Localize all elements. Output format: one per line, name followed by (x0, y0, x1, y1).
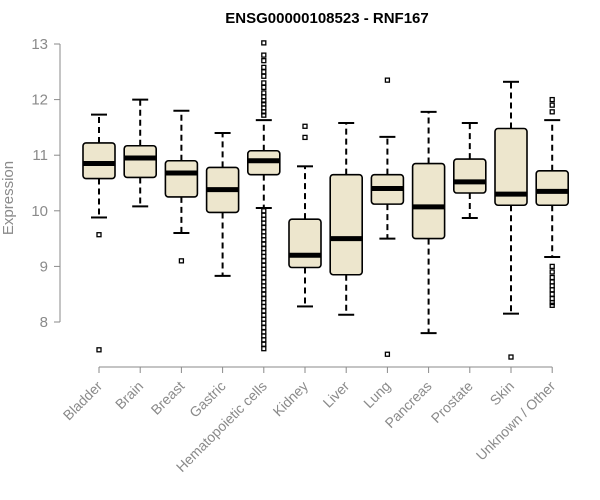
x-tick-label: Lung (360, 378, 393, 411)
box-group (123, 98, 157, 208)
x-tick-label: Liver (320, 378, 353, 411)
iqr-box (494, 127, 528, 207)
y-tick-label: 13 (31, 36, 48, 53)
iqr-box (535, 169, 570, 207)
y-tick-label: 10 (31, 203, 48, 220)
box-group (535, 96, 570, 308)
iqr-box (452, 158, 487, 194)
outlier-point (261, 241, 267, 247)
box-group (452, 121, 487, 220)
box-group (82, 113, 116, 353)
iqr-box (329, 173, 364, 276)
outlier-point (261, 220, 267, 226)
iqr-box (82, 142, 116, 180)
y-tick-label: 8 (40, 314, 48, 331)
outlier-point (96, 347, 102, 353)
x-tick-label: Breast (148, 378, 188, 418)
outlier-point (261, 287, 267, 293)
outlier-point (261, 40, 267, 46)
outlier-point (261, 109, 267, 115)
plot-area (82, 40, 570, 360)
y-axis-label: Expression (0, 161, 17, 235)
outlier-point (549, 274, 555, 281)
outlier-point (261, 308, 267, 314)
outlier-point (178, 258, 185, 264)
outlier-point (549, 96, 555, 103)
outlier-point (96, 232, 102, 238)
outlier-point (549, 269, 555, 275)
outlier-point (261, 80, 267, 86)
outlier-point (261, 320, 267, 326)
iqr-box (164, 159, 199, 198)
x-tick-label: Skin (487, 378, 518, 409)
outlier-point (261, 52, 267, 58)
box-group (205, 131, 240, 277)
outlier-point (549, 263, 555, 270)
outlier-point (549, 287, 555, 293)
outlier-point (261, 237, 267, 243)
outlier-point (302, 123, 308, 129)
outlier-point (261, 346, 267, 352)
outlier-point (549, 109, 555, 115)
outlier-point (261, 98, 267, 104)
outlier-point (261, 274, 267, 281)
x-tick-label: Kidney (270, 378, 312, 420)
outlier-point (261, 303, 267, 310)
outlier-point (508, 354, 514, 360)
iqr-box (123, 144, 157, 179)
outlier-point (261, 270, 267, 276)
outlier-point (261, 69, 267, 75)
x-tick-label: Bladder (60, 378, 106, 424)
box-group (370, 77, 405, 357)
outlier-point (261, 73, 267, 79)
outlier-point (302, 134, 308, 141)
outlier-point (261, 84, 267, 91)
y-tick-label: 11 (32, 147, 48, 164)
box-group (247, 40, 281, 352)
box-group (329, 121, 364, 316)
outlier-point (549, 102, 555, 108)
outlier-point (261, 258, 267, 264)
y-axis: 8 9 10 11 12 13 (31, 36, 61, 331)
outlier-point (261, 291, 267, 297)
box-group (494, 80, 528, 360)
iqr-box (411, 162, 446, 240)
outlier-point (261, 224, 267, 231)
outlier-point (549, 299, 555, 306)
outlier-point (261, 208, 267, 214)
outlier-point (261, 112, 267, 118)
x-tick-label: Brain (112, 378, 146, 412)
y-tick-label: 9 (40, 258, 48, 275)
outlier-point (261, 64, 267, 71)
outlier-point (261, 324, 267, 331)
iqr-box (288, 218, 322, 269)
outlier-point (549, 291, 555, 297)
outlier-point (384, 77, 391, 83)
outlier-point (261, 337, 267, 343)
box-group (288, 123, 322, 308)
y-tick-label: 12 (31, 92, 48, 109)
outlier-point (261, 253, 267, 260)
outlier-point (261, 58, 267, 64)
chart-title: ENSG00000108523 - RNF167 (225, 10, 428, 27)
box-group (164, 109, 199, 264)
box-group (411, 110, 446, 335)
outlier-point (261, 341, 267, 347)
outlier-point (549, 302, 555, 308)
outlier-point (384, 351, 391, 357)
x-tick-label: Prostate (428, 378, 476, 426)
